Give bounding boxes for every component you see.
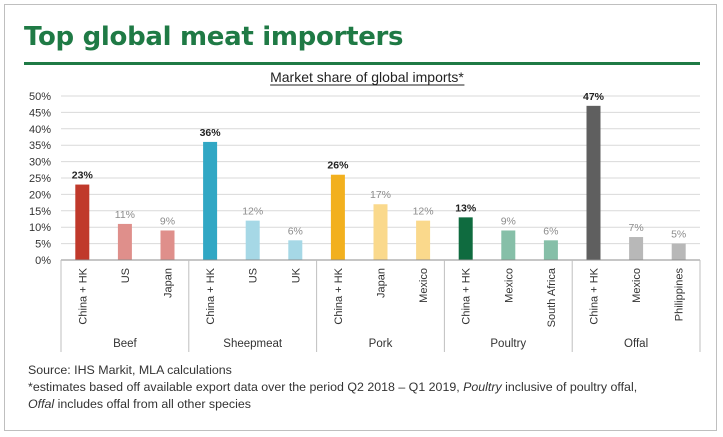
- y-tick-label: 50%: [29, 91, 51, 103]
- data-label: 9%: [501, 215, 516, 227]
- source-note: Source: IHS Markit, MLA calculations: [28, 363, 232, 377]
- x-category-label: China + HK: [589, 267, 601, 324]
- x-category-label: Philippines: [674, 268, 686, 322]
- estimate-note-offal: Offal: [28, 397, 55, 411]
- data-label: 7%: [629, 222, 644, 234]
- group-label: Sheepmeat: [223, 338, 283, 350]
- bar: [203, 141, 218, 260]
- group-label: Offal: [624, 338, 648, 350]
- x-category-label: Mexico: [418, 268, 430, 303]
- x-category-label: Mexico: [503, 268, 515, 303]
- bar: [586, 105, 601, 260]
- x-category-label: China + HK: [205, 267, 217, 324]
- x-category-label: Japan: [163, 268, 175, 298]
- group-label: Beef: [113, 338, 137, 350]
- x-category-label: UK: [290, 267, 302, 283]
- x-category-label: China + HK: [333, 267, 345, 324]
- bar-chart: Market share of global imports* 23% 11% 9%…: [29, 69, 701, 352]
- data-label: 47%: [583, 91, 605, 103]
- group-label: Poultry: [490, 338, 526, 350]
- y-tick-label: 25%: [29, 173, 51, 185]
- title-underline: [24, 62, 700, 65]
- bar: [501, 230, 516, 260]
- bar: [373, 204, 388, 260]
- estimate-note-poultry: Poultry: [463, 380, 502, 394]
- bar: [671, 243, 686, 260]
- data-label: 9%: [160, 215, 175, 227]
- data-label: 26%: [327, 160, 349, 172]
- estimate-note-line1: *estimates based off available export da…: [28, 379, 637, 396]
- bar: [416, 220, 431, 260]
- bar: [458, 217, 473, 260]
- data-label: 23%: [72, 170, 94, 182]
- x-category-label: Mexico: [631, 268, 643, 303]
- chart-title: Market share of global imports*: [270, 69, 464, 85]
- chart-container: Market share of global imports* 23% 11% 9%…: [29, 69, 701, 352]
- bar: [288, 240, 303, 260]
- group-label: Pork: [369, 338, 393, 350]
- y-tick-label: 40%: [29, 124, 51, 136]
- chart-frame: [4, 4, 717, 431]
- data-label: 13%: [455, 202, 477, 214]
- data-label: 11%: [115, 209, 135, 221]
- bar: [160, 230, 175, 260]
- x-category-label: US: [248, 268, 260, 283]
- x-category-label: China + HK: [77, 267, 89, 324]
- estimate-note-text-b: inclusive of poultry offal,: [501, 380, 638, 394]
- estimate-note-line2: Offal includes offal from all other spec…: [28, 396, 637, 413]
- x-category-label: Japan: [376, 268, 388, 298]
- data-label: 36%: [200, 127, 222, 139]
- bar: [245, 220, 260, 260]
- y-tick-label: 35%: [29, 140, 51, 152]
- y-tick-label: 20%: [29, 189, 51, 201]
- estimate-note-text-c: includes offal from all other species: [54, 397, 251, 411]
- chart-footer: Source: IHS Markit, MLA calculations *es…: [28, 362, 637, 413]
- bar: [330, 174, 345, 260]
- page-title: Top global meat importers: [24, 22, 404, 52]
- x-category-label: China + HK: [461, 267, 473, 324]
- y-tick-label: 30%: [29, 157, 51, 169]
- x-category-label: US: [120, 268, 132, 283]
- bar: [75, 184, 90, 260]
- y-tick-label: 45%: [29, 107, 51, 119]
- data-label: 5%: [671, 229, 686, 241]
- bar: [543, 240, 558, 260]
- data-label: 12%: [413, 206, 434, 218]
- data-label: 12%: [242, 206, 263, 218]
- data-label: 6%: [288, 225, 303, 237]
- x-category-label: South Africa: [546, 267, 558, 327]
- y-tick-label: 15%: [29, 206, 51, 218]
- data-label: 17%: [370, 189, 391, 201]
- y-tick-label: 0%: [35, 255, 51, 267]
- y-tick-label: 5%: [35, 239, 51, 251]
- y-tick-label: 10%: [29, 222, 51, 234]
- bar: [629, 237, 644, 260]
- data-label: 6%: [543, 225, 558, 237]
- bar: [117, 223, 132, 260]
- estimate-note-text-a: *estimates based off available export da…: [28, 380, 464, 394]
